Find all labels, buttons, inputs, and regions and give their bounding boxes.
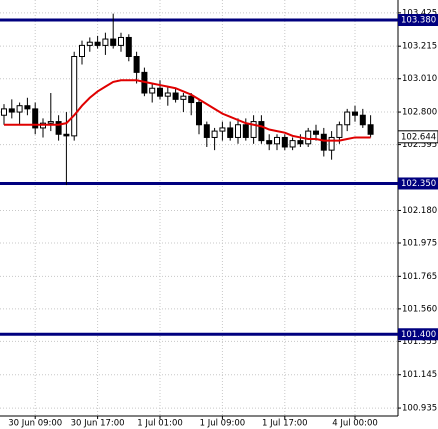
level-label: 102.350 — [401, 179, 436, 189]
candle-body — [94, 41, 101, 46]
candle-body — [16, 105, 23, 113]
candle-body — [242, 124, 249, 138]
candle-body — [250, 121, 257, 138]
candle-body — [24, 105, 31, 110]
candle-body — [328, 136, 335, 151]
candle-body — [157, 87, 163, 97]
level-label-box — [398, 13, 438, 26]
candle-body — [102, 38, 109, 46]
candle-body — [188, 95, 195, 104]
candle-body — [336, 124, 343, 138]
candle-body — [274, 136, 280, 145]
candle-body — [297, 140, 304, 145]
y-tick-label: 103.215 — [402, 42, 437, 52]
y-tick-label: 103.010 — [402, 74, 437, 84]
x-tick-label: 1 Jul 09:00 — [200, 419, 246, 429]
y-tick-label: 101.560 — [402, 304, 437, 314]
candle-body — [164, 92, 171, 97]
candle-body — [289, 140, 296, 148]
x-tick-label: 30 Jun 17:00 — [71, 419, 125, 429]
candle-body — [47, 121, 54, 124]
y-tick-label: 101.355 — [402, 337, 437, 347]
candle-body — [32, 108, 39, 129]
candle-body — [118, 36, 124, 46]
candle-body — [125, 36, 132, 58]
candle-body — [305, 130, 312, 145]
x-tick-label: 4 Jul 00:00 — [332, 419, 378, 429]
y-tick-label: 101.975 — [402, 238, 437, 248]
y-tick-label: 100.935 — [402, 404, 437, 414]
x-tick-label: 1 Jul 17:00 — [262, 419, 308, 429]
candle-body — [219, 127, 226, 132]
level-label: 101.400 — [401, 330, 436, 340]
candle-body — [235, 124, 241, 138]
candle-body — [1, 108, 7, 116]
moving-average — [4, 79, 371, 142]
candle-body — [352, 111, 358, 116]
candle-body — [359, 114, 366, 126]
current-price-box — [397, 130, 438, 144]
candle-body — [281, 136, 288, 148]
level-label: 103.380 — [401, 15, 436, 25]
candle-body — [227, 127, 234, 138]
candle-body — [71, 56, 78, 137]
candle-body — [367, 124, 374, 135]
candle-body — [320, 133, 327, 151]
candle-body — [180, 95, 187, 100]
candle-body — [149, 87, 156, 94]
candle-body — [63, 133, 70, 137]
y-tick-label: 102.180 — [402, 206, 437, 216]
level-label-box — [398, 328, 438, 341]
y-tick-label: 101.145 — [402, 370, 437, 380]
candle-body — [211, 130, 218, 138]
candle-body — [79, 44, 85, 58]
candle-body — [196, 102, 202, 126]
y-tick-label: 102.800 — [402, 108, 437, 118]
candle-body — [203, 124, 210, 138]
candle-body — [258, 121, 265, 142]
candle-body — [110, 38, 117, 46]
y-tick-label: 103.425 — [402, 8, 437, 18]
candle-body — [133, 56, 140, 73]
y-tick-label: 101.765 — [402, 272, 437, 282]
x-tick-label: 30 Jun 09:00 — [8, 419, 62, 429]
candle-body — [86, 41, 93, 46]
y-tick-label: 102.595 — [402, 140, 437, 150]
candle-body — [172, 92, 179, 100]
candle-body — [8, 108, 15, 113]
x-tick-label: 1 Jul 01:00 — [137, 419, 183, 429]
level-label-box — [398, 177, 438, 190]
candle-body — [344, 111, 351, 126]
candle-body — [266, 140, 273, 145]
candle-body — [55, 121, 62, 135]
candle-body — [313, 130, 319, 135]
current-price-label: 102.644 — [401, 132, 436, 142]
